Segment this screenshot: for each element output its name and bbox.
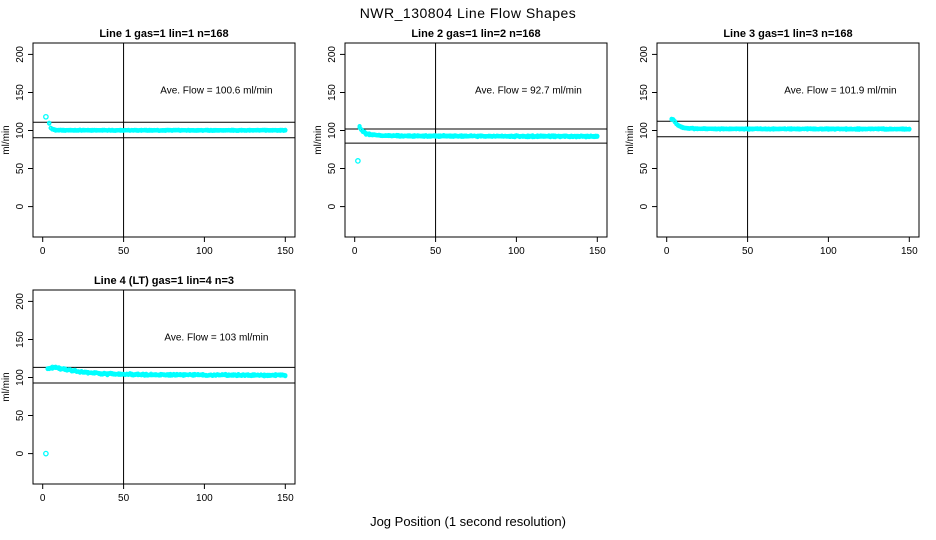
y-tick-label: 200 xyxy=(327,46,338,63)
data-points xyxy=(45,364,288,379)
ave-flow-annotation: Ave. Flow = 103 ml/min xyxy=(164,332,268,343)
y-tick-label: 50 xyxy=(15,410,26,422)
subplot-2: 0 50 100 150 0 50 100 150 200 ml/min Line 2 gas=1 … xyxy=(312,25,624,270)
x-tick-label: 100 xyxy=(508,246,525,257)
y-tick-label: 200 xyxy=(15,293,26,310)
subplot-svg-3: 0 50 100 150 0 50 100 150 200 ml/min Line 3 gas=1 … xyxy=(625,28,920,257)
charts-grid: 0 50 100 150 0 50 100 150 200 ml/min Line 1 gas=1 … xyxy=(0,25,936,515)
subplot-title: Line 3 gas=1 lin=3 n=168 xyxy=(723,28,852,40)
y-tick-label: 200 xyxy=(15,46,26,63)
y-tick-label: 0 xyxy=(639,203,650,209)
data-points xyxy=(669,116,912,132)
subplot-4: 0 50 100 150 0 50 100 150 200 ml/min Line 4 (LT) g… xyxy=(0,272,312,517)
y-tick-label: 100 xyxy=(327,122,338,139)
subplot-svg-2: 0 50 100 150 0 50 100 150 200 ml/min Line 2 gas=1 … xyxy=(313,28,608,257)
y-tick-label: 100 xyxy=(15,122,26,139)
x-tick-label: 0 xyxy=(664,246,670,257)
subplot-3: 0 50 100 150 0 50 100 150 200 ml/min Line 3 gas=1 … xyxy=(624,25,936,270)
x-tick-label: 50 xyxy=(742,246,754,257)
outlier-points xyxy=(355,158,361,164)
ave-flow-annotation: Ave. Flow = 101.9 ml/min xyxy=(784,85,896,96)
x-tick-label: 0 xyxy=(40,493,46,504)
y-tick-label: 150 xyxy=(15,84,26,101)
x-tick-label: 150 xyxy=(901,246,918,257)
y-tick-label: 50 xyxy=(639,163,650,175)
y-axis-label: ml/min xyxy=(625,125,636,154)
y-tick-label: 200 xyxy=(639,46,650,63)
x-tick-label: 150 xyxy=(589,246,606,257)
plot-box xyxy=(344,42,608,238)
subplot-svg-4: 0 50 100 150 0 50 100 150 200 ml/min Line 4 (LT) g… xyxy=(1,275,296,504)
plot-box xyxy=(656,42,920,238)
y-tick-label: 50 xyxy=(15,163,26,175)
y-tick-label: 100 xyxy=(639,122,650,139)
x-tick-label: 50 xyxy=(118,493,130,504)
y-tick-label: 100 xyxy=(15,369,26,386)
x-tick-label: 100 xyxy=(196,246,213,257)
y-tick-label: 50 xyxy=(327,163,338,175)
x-tick-label: 100 xyxy=(196,493,213,504)
x-tick-label: 150 xyxy=(277,246,294,257)
outlier-points xyxy=(43,113,49,120)
y-axis-label: ml/min xyxy=(313,125,324,154)
outlier-points xyxy=(43,450,49,457)
y-axis-label: ml/min xyxy=(1,372,12,401)
y-tick-label: 150 xyxy=(639,84,650,101)
y-axis-label: ml/min xyxy=(1,125,12,154)
subplot-title: Line 4 (LT) gas=1 lin=4 n=3 xyxy=(94,275,234,287)
plot-box xyxy=(32,42,296,238)
ave-flow-annotation: Ave. Flow = 100.6 ml/min xyxy=(160,85,272,96)
subplot-title: Line 2 gas=1 lin=2 n=168 xyxy=(411,28,540,40)
x-tick-label: 150 xyxy=(277,493,294,504)
figure-xlabel: Jog Position (1 second resolution) xyxy=(370,514,566,529)
ave-flow-annotation: Ave. Flow = 92.7 ml/min xyxy=(475,85,582,96)
x-tick-label: 100 xyxy=(820,246,837,257)
y-tick-label: 150 xyxy=(327,84,338,101)
figure-title: NWR_130804 Line Flow Shapes xyxy=(359,5,577,21)
x-tick-label: 50 xyxy=(118,246,130,257)
x-tick-label: 50 xyxy=(430,246,442,257)
plot-box xyxy=(32,289,296,485)
x-tick-label: 0 xyxy=(352,246,358,257)
subplot-1: 0 50 100 150 0 50 100 150 200 ml/min Line 1 gas=1 … xyxy=(0,25,312,270)
y-tick-label: 0 xyxy=(15,450,26,456)
subplot-svg-1: 0 50 100 150 0 50 100 150 200 ml/min Line 1 gas=1 … xyxy=(1,28,296,257)
data-points xyxy=(357,123,600,140)
x-tick-label: 0 xyxy=(40,246,46,257)
y-tick-label: 0 xyxy=(327,203,338,209)
y-tick-label: 0 xyxy=(15,203,26,209)
data-points xyxy=(47,120,288,133)
subplot-title: Line 1 gas=1 lin=1 n=168 xyxy=(99,28,228,40)
y-tick-label: 150 xyxy=(15,331,26,348)
